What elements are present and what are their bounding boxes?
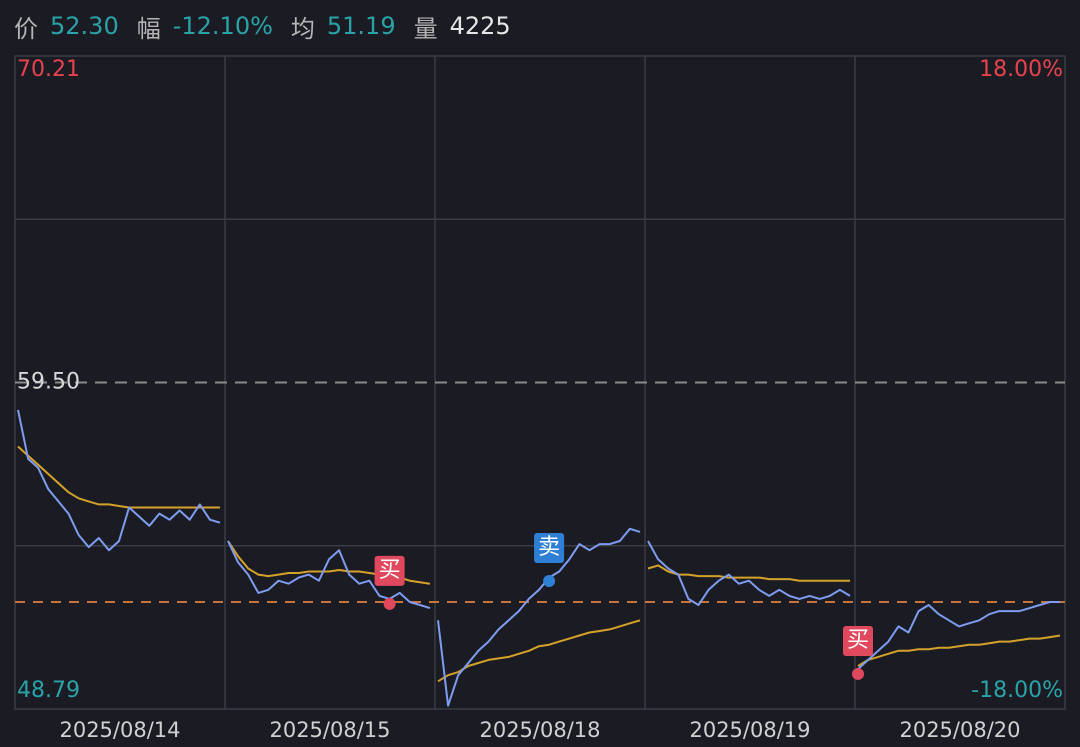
x-tick-label: 2025/08/19 xyxy=(689,718,810,742)
trade-label: 买 xyxy=(847,628,869,653)
x-tick-label: 2025/08/18 xyxy=(479,718,600,742)
price-line xyxy=(227,540,431,610)
x-tick-label: 2025/08/15 xyxy=(269,718,390,742)
price-line xyxy=(647,540,851,606)
y2-tick-label: 18.00% xyxy=(979,57,1063,82)
y-tick-label: 70.21 xyxy=(17,57,80,82)
trade-badge xyxy=(843,625,873,656)
average-line xyxy=(17,445,220,509)
price-line xyxy=(17,409,221,552)
y2-tick-label: -18.00% xyxy=(971,678,1063,703)
trade-dot xyxy=(543,574,556,587)
average-line xyxy=(647,564,850,582)
header-value: 4225 xyxy=(449,12,511,40)
header-label: 幅 xyxy=(136,14,161,43)
header: 价 52.30 幅 -12.10% 均 51.19 量 4225 xyxy=(14,8,529,44)
y-tick-label: 48.79 xyxy=(17,678,80,703)
price-line xyxy=(437,527,641,707)
trade-label: 买 xyxy=(379,558,401,583)
trade-badge xyxy=(534,532,565,563)
header-label: 均 xyxy=(290,14,315,43)
x-tick-label: 2025/08/20 xyxy=(899,718,1020,742)
y-tick-label: 59.50 xyxy=(17,370,80,395)
average-line xyxy=(857,634,1061,667)
header-value: 52.30 xyxy=(50,12,119,40)
trade-badge xyxy=(374,555,405,586)
header-value: 51.19 xyxy=(326,12,396,40)
x-tick-label: 2025/08/14 xyxy=(59,718,180,742)
price-line xyxy=(857,601,1060,670)
trade-dot xyxy=(852,667,864,680)
trade-dot xyxy=(383,597,396,610)
header-label: 量 xyxy=(413,14,438,43)
header-value: -12.10% xyxy=(172,12,273,40)
average-line xyxy=(437,619,641,683)
trade-label: 卖 xyxy=(538,535,560,560)
header-label: 价 xyxy=(14,14,38,43)
